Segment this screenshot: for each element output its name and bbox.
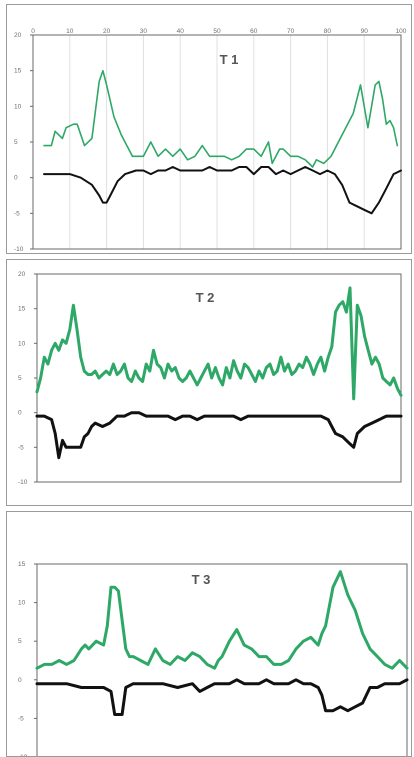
x-tick-label: 90	[361, 28, 369, 35]
y-tick-label: 0	[14, 175, 18, 182]
y-tick-label: 15	[14, 68, 22, 75]
series-line-green	[35, 570, 409, 670]
series-line-green	[35, 286, 403, 401]
y-tick-label: 10	[18, 600, 26, 607]
x-tick-label: 0	[31, 28, 35, 35]
x-tick-label: 80	[324, 28, 332, 35]
chart-t3-plot: 15 10 5 0 -5 -10 T 3	[18, 561, 409, 756]
y-tick-label: -5	[14, 210, 20, 217]
chart-t2-plot: 20 15 10 5 0 -5 -10 T 2	[18, 271, 403, 486]
chart-title: T 2	[196, 290, 215, 305]
y-tick-label: 5	[18, 638, 22, 645]
y-tick-label: -5	[18, 715, 24, 722]
chart-title: T 1	[220, 52, 239, 67]
series-line-green	[43, 69, 399, 168]
chart-t1: 20 15 10 5 0 -5 -10 0 10 20 30 40 50 60 70 80 90 100 T 1	[6, 4, 412, 254]
y-tick-label: 5	[18, 375, 22, 382]
series-line-black	[35, 678, 409, 716]
y-tick-label: 10	[14, 103, 22, 110]
y-tick-label: 20	[18, 271, 26, 278]
y-tick-label: 0	[18, 677, 22, 684]
y-tick-label: -10	[14, 246, 24, 253]
y-tick-label: -10	[18, 479, 28, 486]
chart-t2: 20 15 10 5 0 -5 -10 T 2	[6, 259, 412, 506]
y-tick-label: 5	[14, 139, 18, 146]
chart-t3: 15 10 5 0 -5 -10 T 3	[6, 511, 412, 757]
x-tick-label: 60	[250, 28, 258, 35]
x-tick-label: 50	[213, 28, 221, 35]
y-tick-label: 15	[18, 561, 26, 568]
x-tick-label: 30	[140, 28, 148, 35]
y-tick-label: -5	[18, 444, 24, 451]
x-tick-label: 20	[103, 28, 111, 35]
y-tick-label: 0	[18, 410, 22, 417]
y-tick-label: 15	[18, 306, 26, 313]
x-tick-label: 10	[66, 28, 74, 35]
y-tick-label: -10	[18, 754, 28, 756]
x-tick-label: 70	[287, 28, 295, 35]
plot-frame	[36, 563, 408, 756]
chart-title: T 3	[192, 572, 211, 587]
y-tick-label: 20	[14, 32, 22, 39]
x-tick-label: 40	[177, 28, 185, 35]
series-line-black	[35, 411, 403, 460]
series-line-black	[43, 166, 402, 215]
y-tick-label: 10	[18, 340, 26, 347]
x-tick-label: 100	[396, 28, 407, 35]
